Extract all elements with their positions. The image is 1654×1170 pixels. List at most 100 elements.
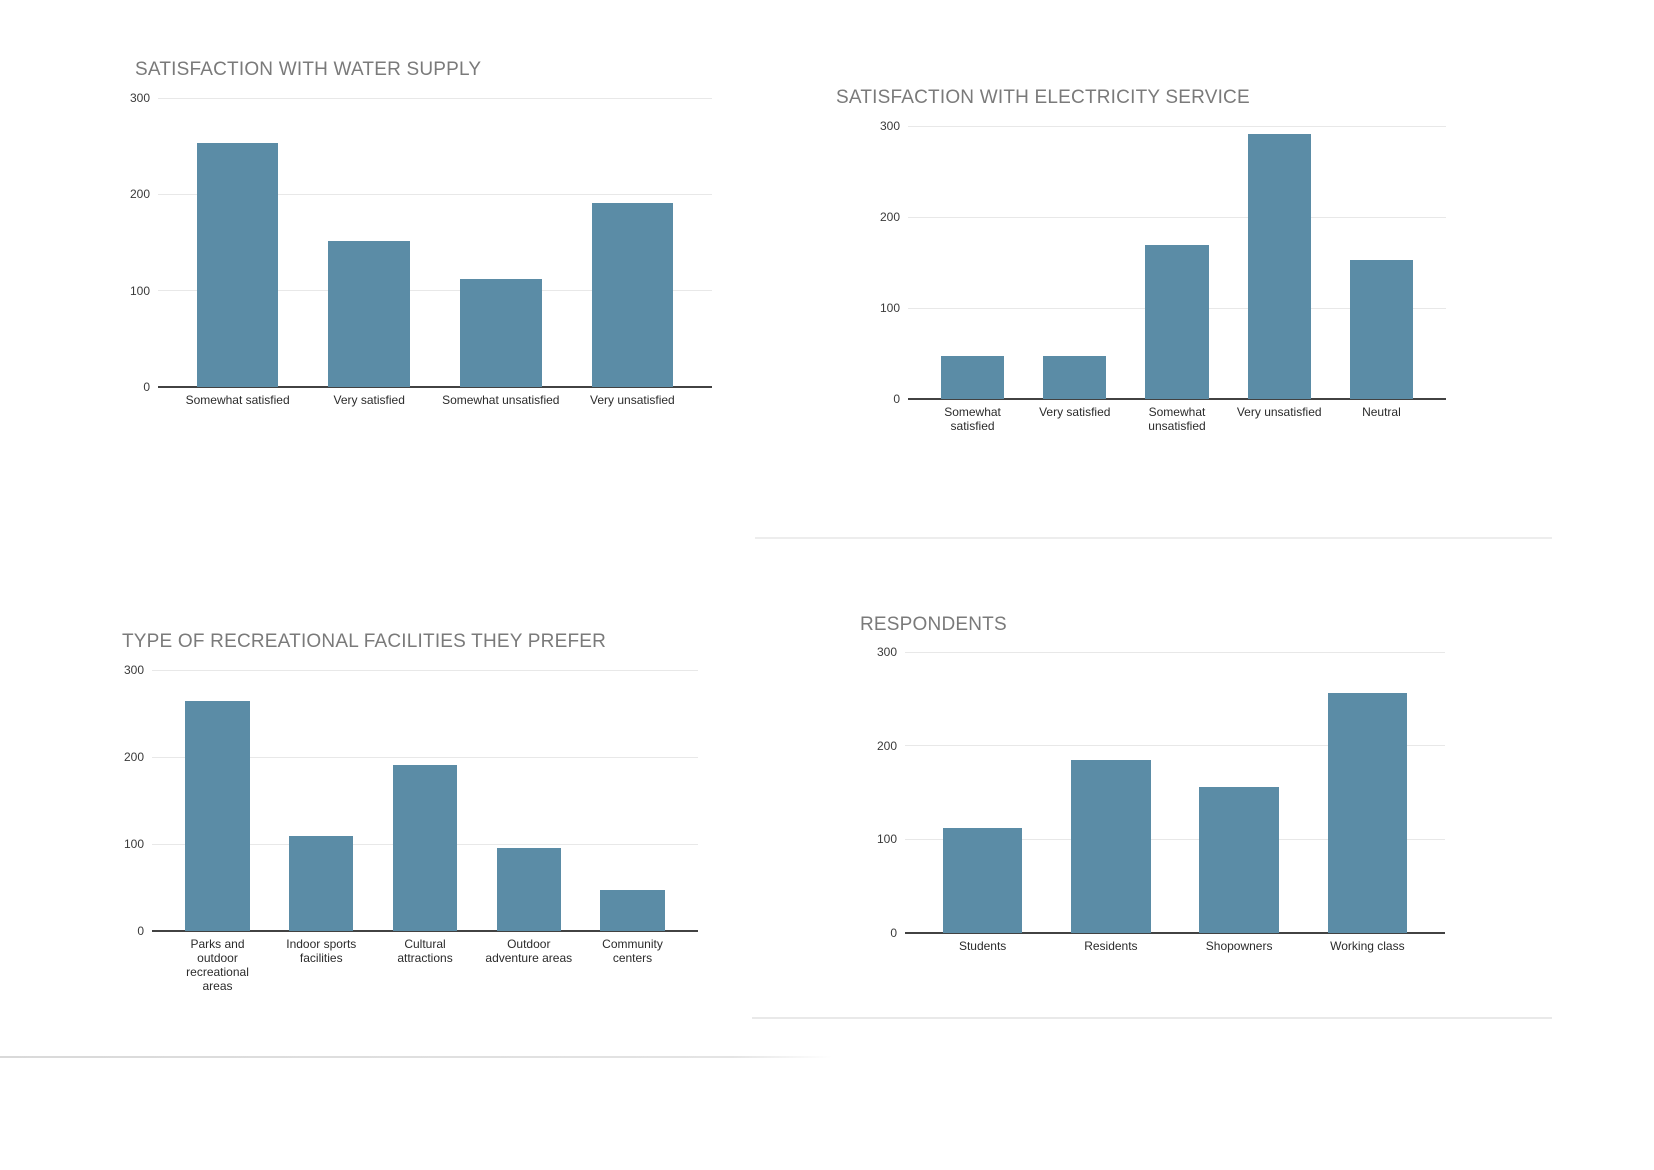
category-band: Somewhat satisfied bbox=[172, 98, 304, 407]
category-band: Somewhat satisfied bbox=[921, 126, 1023, 433]
bar bbox=[1247, 134, 1311, 399]
x-axis-line bbox=[908, 398, 1446, 400]
bar bbox=[1199, 786, 1279, 933]
gridline bbox=[908, 216, 1446, 218]
plot-area: 0 100 200 300 Somewhat satisfied Very satisfi… bbox=[880, 119, 1446, 433]
bar bbox=[1327, 693, 1408, 933]
y-tick-label: 100 bbox=[129, 283, 150, 298]
chart-title: SATISFACTION WITH WATER SUPPLY bbox=[135, 59, 482, 80]
category-band: Very unsatisfied bbox=[1228, 126, 1330, 419]
chart-title: SATISFACTION WITH ELECTRICITY SERVICE bbox=[836, 87, 1250, 108]
y-tick-label: 0 bbox=[143, 380, 150, 394]
x-axis-line bbox=[158, 386, 712, 388]
category-band: Cultural attractions bbox=[373, 670, 477, 965]
bar bbox=[289, 836, 354, 931]
y-tick-label: 200 bbox=[123, 750, 144, 764]
plot-area: 0 100 200 300 Students Residents Shopowners Wor… bbox=[877, 645, 1445, 953]
category-band: Students bbox=[919, 652, 1047, 953]
x-category-label: Somewhat unsatisfied bbox=[1148, 405, 1206, 433]
x-category-label: Community centers bbox=[602, 937, 663, 965]
bar bbox=[1043, 356, 1107, 399]
x-category-label: Students bbox=[958, 939, 1007, 953]
category-band: Indoor sports facilities bbox=[269, 670, 373, 965]
category-band: Shopowners bbox=[1175, 652, 1303, 953]
y-tick-label: 200 bbox=[879, 210, 900, 224]
y-tick-label: 300 bbox=[129, 91, 150, 105]
y-tick-label: 300 bbox=[123, 663, 144, 677]
x-category-label: Parks and outdoor recreational areas bbox=[186, 937, 249, 993]
gridline bbox=[152, 756, 698, 758]
bar bbox=[1071, 759, 1151, 933]
bars-area: Somewhat satisfied Very satisfied Somewhat… bbox=[908, 126, 1446, 433]
gridline bbox=[905, 838, 1445, 840]
page-divider bbox=[752, 1017, 1552, 1019]
bar bbox=[1349, 259, 1414, 399]
category-band: Somewhat unsatisfied bbox=[1126, 126, 1228, 433]
x-category-label: Cultural attractions bbox=[397, 937, 453, 965]
y-tick-label: 200 bbox=[129, 187, 150, 202]
category-band: Neutral bbox=[1330, 126, 1432, 419]
category-band: Very satisfied bbox=[303, 98, 435, 407]
y-tick-label: 100 bbox=[876, 832, 897, 847]
gridline bbox=[908, 125, 1446, 127]
x-category-label: Somewhat unsatisfied bbox=[442, 393, 560, 407]
category-band: Residents bbox=[1047, 652, 1175, 953]
y-tick-label: 100 bbox=[123, 837, 144, 851]
category-band: Community centers bbox=[581, 670, 685, 965]
x-axis-line bbox=[152, 930, 698, 932]
page-divider bbox=[0, 1056, 832, 1058]
bar bbox=[196, 143, 279, 387]
category-band: Working class bbox=[1303, 652, 1431, 953]
x-category-label: Very unsatisfied bbox=[590, 393, 675, 407]
bar bbox=[496, 848, 561, 931]
y-tick-label: 0 bbox=[137, 924, 144, 938]
gridline bbox=[158, 290, 712, 292]
y-tick-label: 200 bbox=[876, 738, 897, 753]
category-band: Very satisfied bbox=[1024, 126, 1126, 419]
x-category-label: Working class bbox=[1330, 939, 1405, 953]
bar bbox=[940, 356, 1005, 399]
y-tick-label: 0 bbox=[893, 392, 900, 406]
bar bbox=[600, 890, 665, 931]
bar bbox=[460, 279, 542, 387]
bars-area: Students Residents Shopowners Working class bbox=[905, 652, 1445, 953]
gridline bbox=[158, 193, 712, 195]
category-band: Outdoor adventure areas bbox=[477, 670, 581, 965]
chart-respondents[interactable]: RESPONDENTS 0 100 200 300 Students Residents S… bbox=[860, 613, 1445, 953]
category-band: Parks and outdoor recreational areas bbox=[166, 670, 270, 993]
bar bbox=[942, 828, 1023, 933]
bar bbox=[392, 764, 458, 931]
bar bbox=[185, 701, 250, 931]
x-category-label: Outdoor adventure areas bbox=[485, 937, 573, 965]
chart-electricity-service[interactable]: SATISFACTION WITH ELECTRICITY SERVICE 0 1… bbox=[836, 86, 1446, 433]
chart-water-supply[interactable]: SATISFACTION WITH WATER SUPPLY 0 100 200 30… bbox=[130, 58, 712, 407]
bars-area: Parks and outdoor recreational areas Indo… bbox=[152, 670, 698, 993]
x-category-label: Very satisfied bbox=[1039, 405, 1111, 419]
chart-recreational-facilities[interactable]: TYPE OF RECREATIONAL FACILITIES THEY PRE… bbox=[122, 630, 698, 993]
y-tick-label: 300 bbox=[876, 645, 897, 659]
bar bbox=[591, 203, 674, 387]
y-tick-label: 100 bbox=[879, 301, 900, 315]
x-category-label: Somewhat satisfied bbox=[185, 393, 290, 407]
x-category-label: Somewhat satisfied bbox=[944, 405, 1001, 433]
plot-area: 0 100 200 300 Somewhat satisfied Very satisfi… bbox=[130, 91, 712, 407]
bar bbox=[1145, 245, 1209, 399]
x-category-label: Neutral bbox=[1362, 405, 1401, 419]
gridline bbox=[158, 97, 712, 99]
chart-title: RESPONDENTS bbox=[860, 614, 1007, 635]
bar bbox=[328, 240, 410, 387]
y-tick-label: 300 bbox=[879, 119, 900, 133]
category-band: Somewhat unsatisfied bbox=[435, 98, 567, 407]
x-category-label: Indoor sports facilities bbox=[286, 937, 357, 965]
bars-area: Somewhat satisfied Very satisfied Somewhat… bbox=[158, 98, 712, 407]
plot-area: 0 100 200 300 Parks and outdoor recreational… bbox=[124, 663, 698, 993]
x-category-label: Very unsatisfied bbox=[1236, 405, 1322, 419]
y-tick-label: 0 bbox=[890, 926, 897, 940]
x-axis-line bbox=[905, 932, 1445, 934]
page-divider bbox=[755, 537, 1552, 539]
gridline bbox=[905, 745, 1445, 747]
x-category-label: Very satisfied bbox=[333, 393, 405, 407]
gridline bbox=[152, 669, 698, 671]
x-category-label: Residents bbox=[1084, 939, 1138, 953]
chart-title: TYPE OF RECREATIONAL FACILITIES THEY PRE… bbox=[122, 631, 607, 652]
